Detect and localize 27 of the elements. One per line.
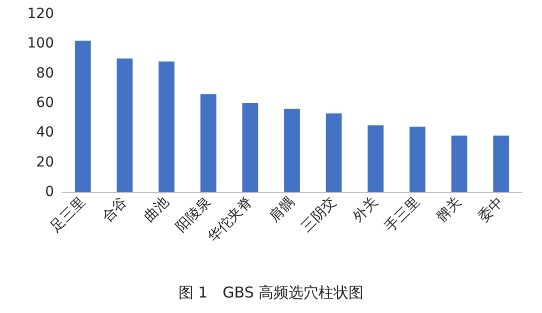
bar bbox=[116, 58, 133, 192]
text: 图 1 GBS 高频选穴柱状图 bbox=[178, 284, 364, 302]
x-tick-label: 肩髃 bbox=[266, 194, 298, 226]
y-tick-label: 40 bbox=[36, 124, 54, 141]
bar bbox=[242, 103, 258, 192]
bar bbox=[451, 136, 468, 192]
bar bbox=[200, 94, 216, 192]
y-tick-label: 120 bbox=[27, 6, 54, 22]
bar bbox=[410, 126, 426, 192]
y-tick-label: 0 bbox=[45, 184, 54, 200]
x-tick-label: 委中 bbox=[476, 194, 507, 226]
bar bbox=[368, 125, 384, 192]
bar bbox=[74, 40, 91, 192]
y-tick-label: 80 bbox=[36, 65, 54, 82]
bar bbox=[158, 61, 174, 192]
x-tick-label: 髀关 bbox=[434, 194, 465, 226]
bar bbox=[326, 113, 342, 192]
bar bbox=[493, 136, 510, 192]
x-tick-label: 外关 bbox=[350, 194, 382, 226]
y-tick-label: 20 bbox=[36, 154, 54, 170]
x-tick-label: 曲池 bbox=[141, 194, 172, 226]
y-tick-label: 100 bbox=[27, 36, 54, 52]
x-tick-label: 手三里 bbox=[382, 194, 424, 236]
y-tick-label: 60 bbox=[36, 95, 54, 111]
bar bbox=[284, 108, 300, 192]
x-tick-label: 合谷 bbox=[99, 194, 130, 226]
x-tick-label: 三阴交 bbox=[298, 194, 340, 236]
